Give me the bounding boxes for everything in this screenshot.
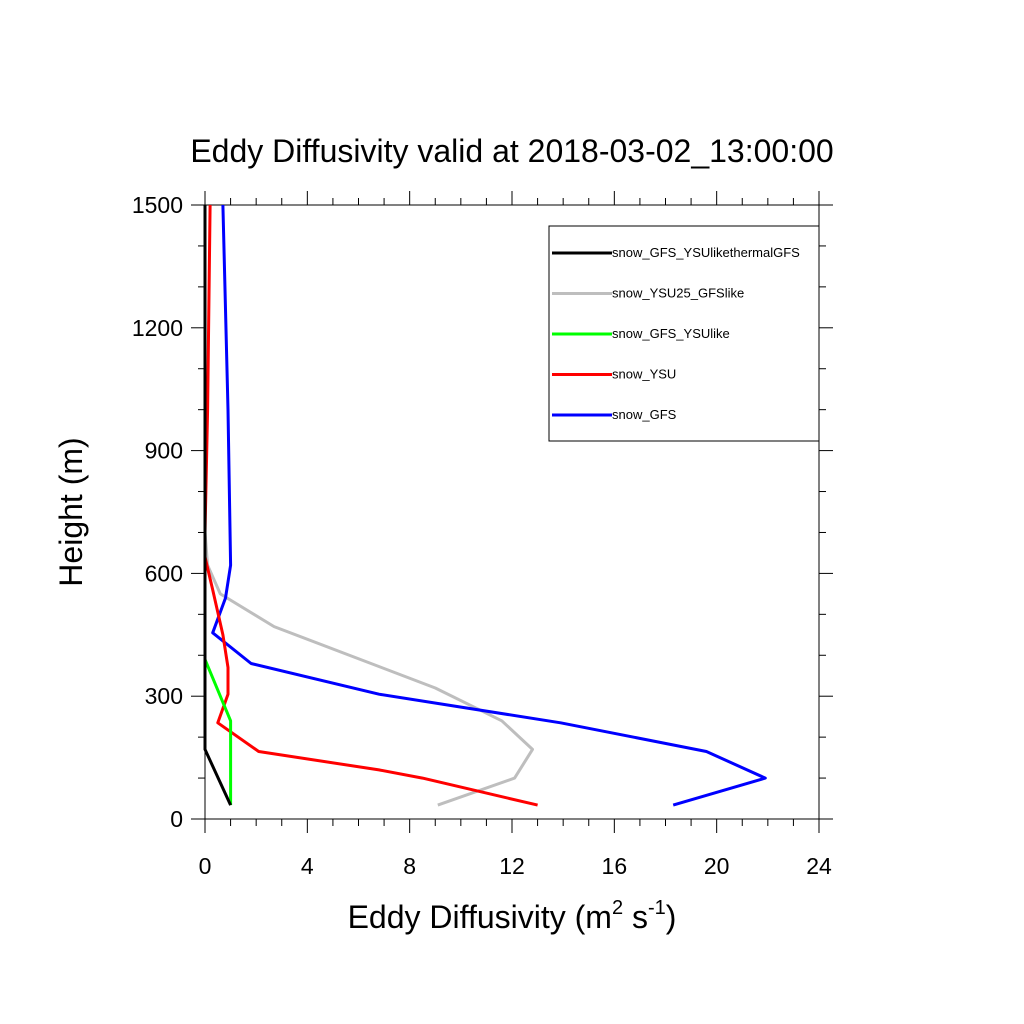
x-axis-label-mid: s [623,899,648,935]
x-tick-label: 24 [806,853,832,879]
legend-label: snow_YSU [612,367,676,382]
legend-label: snow_GFS [612,407,677,422]
y-tick-label: 0 [170,806,183,832]
major-ticks [191,191,833,833]
x-axis-label: Eddy Diffusivity (m2 s-1) [348,897,677,935]
x-tick-label: 8 [403,853,416,879]
y-tick-label: 1200 [132,315,183,341]
legend-label: snow_GFS_YSUlikethermalGFS [612,245,800,260]
x-tick-label: 0 [199,853,212,879]
y-tick-label: 300 [145,683,183,709]
y-tick-labels: 0 300 600 900 1200 1500 [132,192,183,832]
minor-ticks [198,198,826,826]
x-tick-label: 4 [301,853,314,879]
x-tick-label: 20 [704,853,730,879]
y-tick-label: 1500 [132,192,183,218]
legend-label: snow_GFS_YSUlike [612,326,730,341]
legend: snow_GFS_YSUlikethermalGFS snow_YSU25_GFS… [548,225,820,442]
series-line-snow-ysu25-gfslike [203,205,534,807]
y-tick-label: 900 [145,438,183,464]
x-tick-label: 16 [602,853,628,879]
x-tick-label: 12 [499,853,525,879]
x-tick-labels: 0 4 8 12 16 20 24 [199,853,832,879]
x-axis-label-sup2: -1 [648,897,666,919]
x-axis-label-base: Eddy Diffusivity (m [348,899,612,935]
x-axis-label-sup1: 2 [612,897,623,919]
series-line-snow-gfs [211,204,767,807]
series-line-snow-gfs-ysulikethermalgfs [203,205,232,806]
chart-title: Eddy Diffusivity valid at 2018-03-02_13:… [190,133,833,169]
x-axis-label-end: ) [666,899,677,935]
legend-label: snow_YSU25_GFSlike [612,286,744,301]
y-axis-label: Height (m) [53,437,89,586]
series-lines [203,204,767,807]
y-tick-label: 600 [145,560,183,586]
